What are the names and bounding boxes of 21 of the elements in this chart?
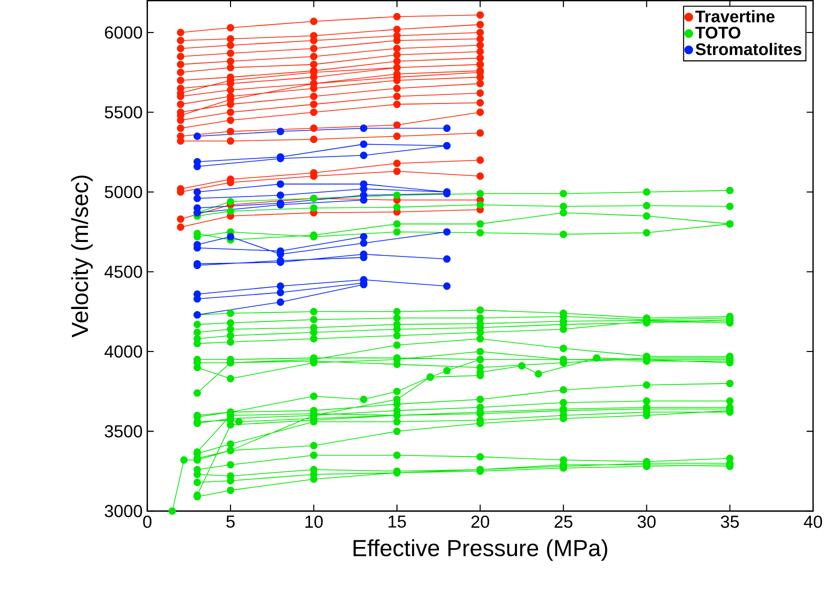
x-tick-label: 35 <box>720 516 739 528</box>
legend-label: Stromatolites <box>696 42 802 56</box>
y-tick-label: 4000 <box>104 345 142 358</box>
x-tick-label: 20 <box>471 516 490 528</box>
y-tick-label: 5500 <box>104 106 142 118</box>
x-tick-label: 40 <box>804 516 822 528</box>
y-axis-title: Velocity (m/sec) <box>71 176 93 338</box>
y-tick-label: 3000 <box>104 504 142 518</box>
y-tick-label: 4500 <box>104 266 142 278</box>
legend-label: TOTO <box>695 26 740 39</box>
x-tick-label: 15 <box>388 516 406 528</box>
y-tick-label: 3500 <box>104 425 142 438</box>
x-tick-label: 0 <box>143 516 152 528</box>
x-tick-label: 25 <box>554 516 572 528</box>
legend-label: Travertine <box>695 10 775 22</box>
x-tick-label: 30 <box>638 516 656 528</box>
y-tick-label: 5000 <box>104 186 142 198</box>
x-tick-label: 5 <box>226 516 235 528</box>
x-tick-label: 10 <box>305 516 323 528</box>
x-axis-title: Effective Pressure (MPa) <box>354 539 608 561</box>
y-tick-label: 6000 <box>105 26 142 39</box>
